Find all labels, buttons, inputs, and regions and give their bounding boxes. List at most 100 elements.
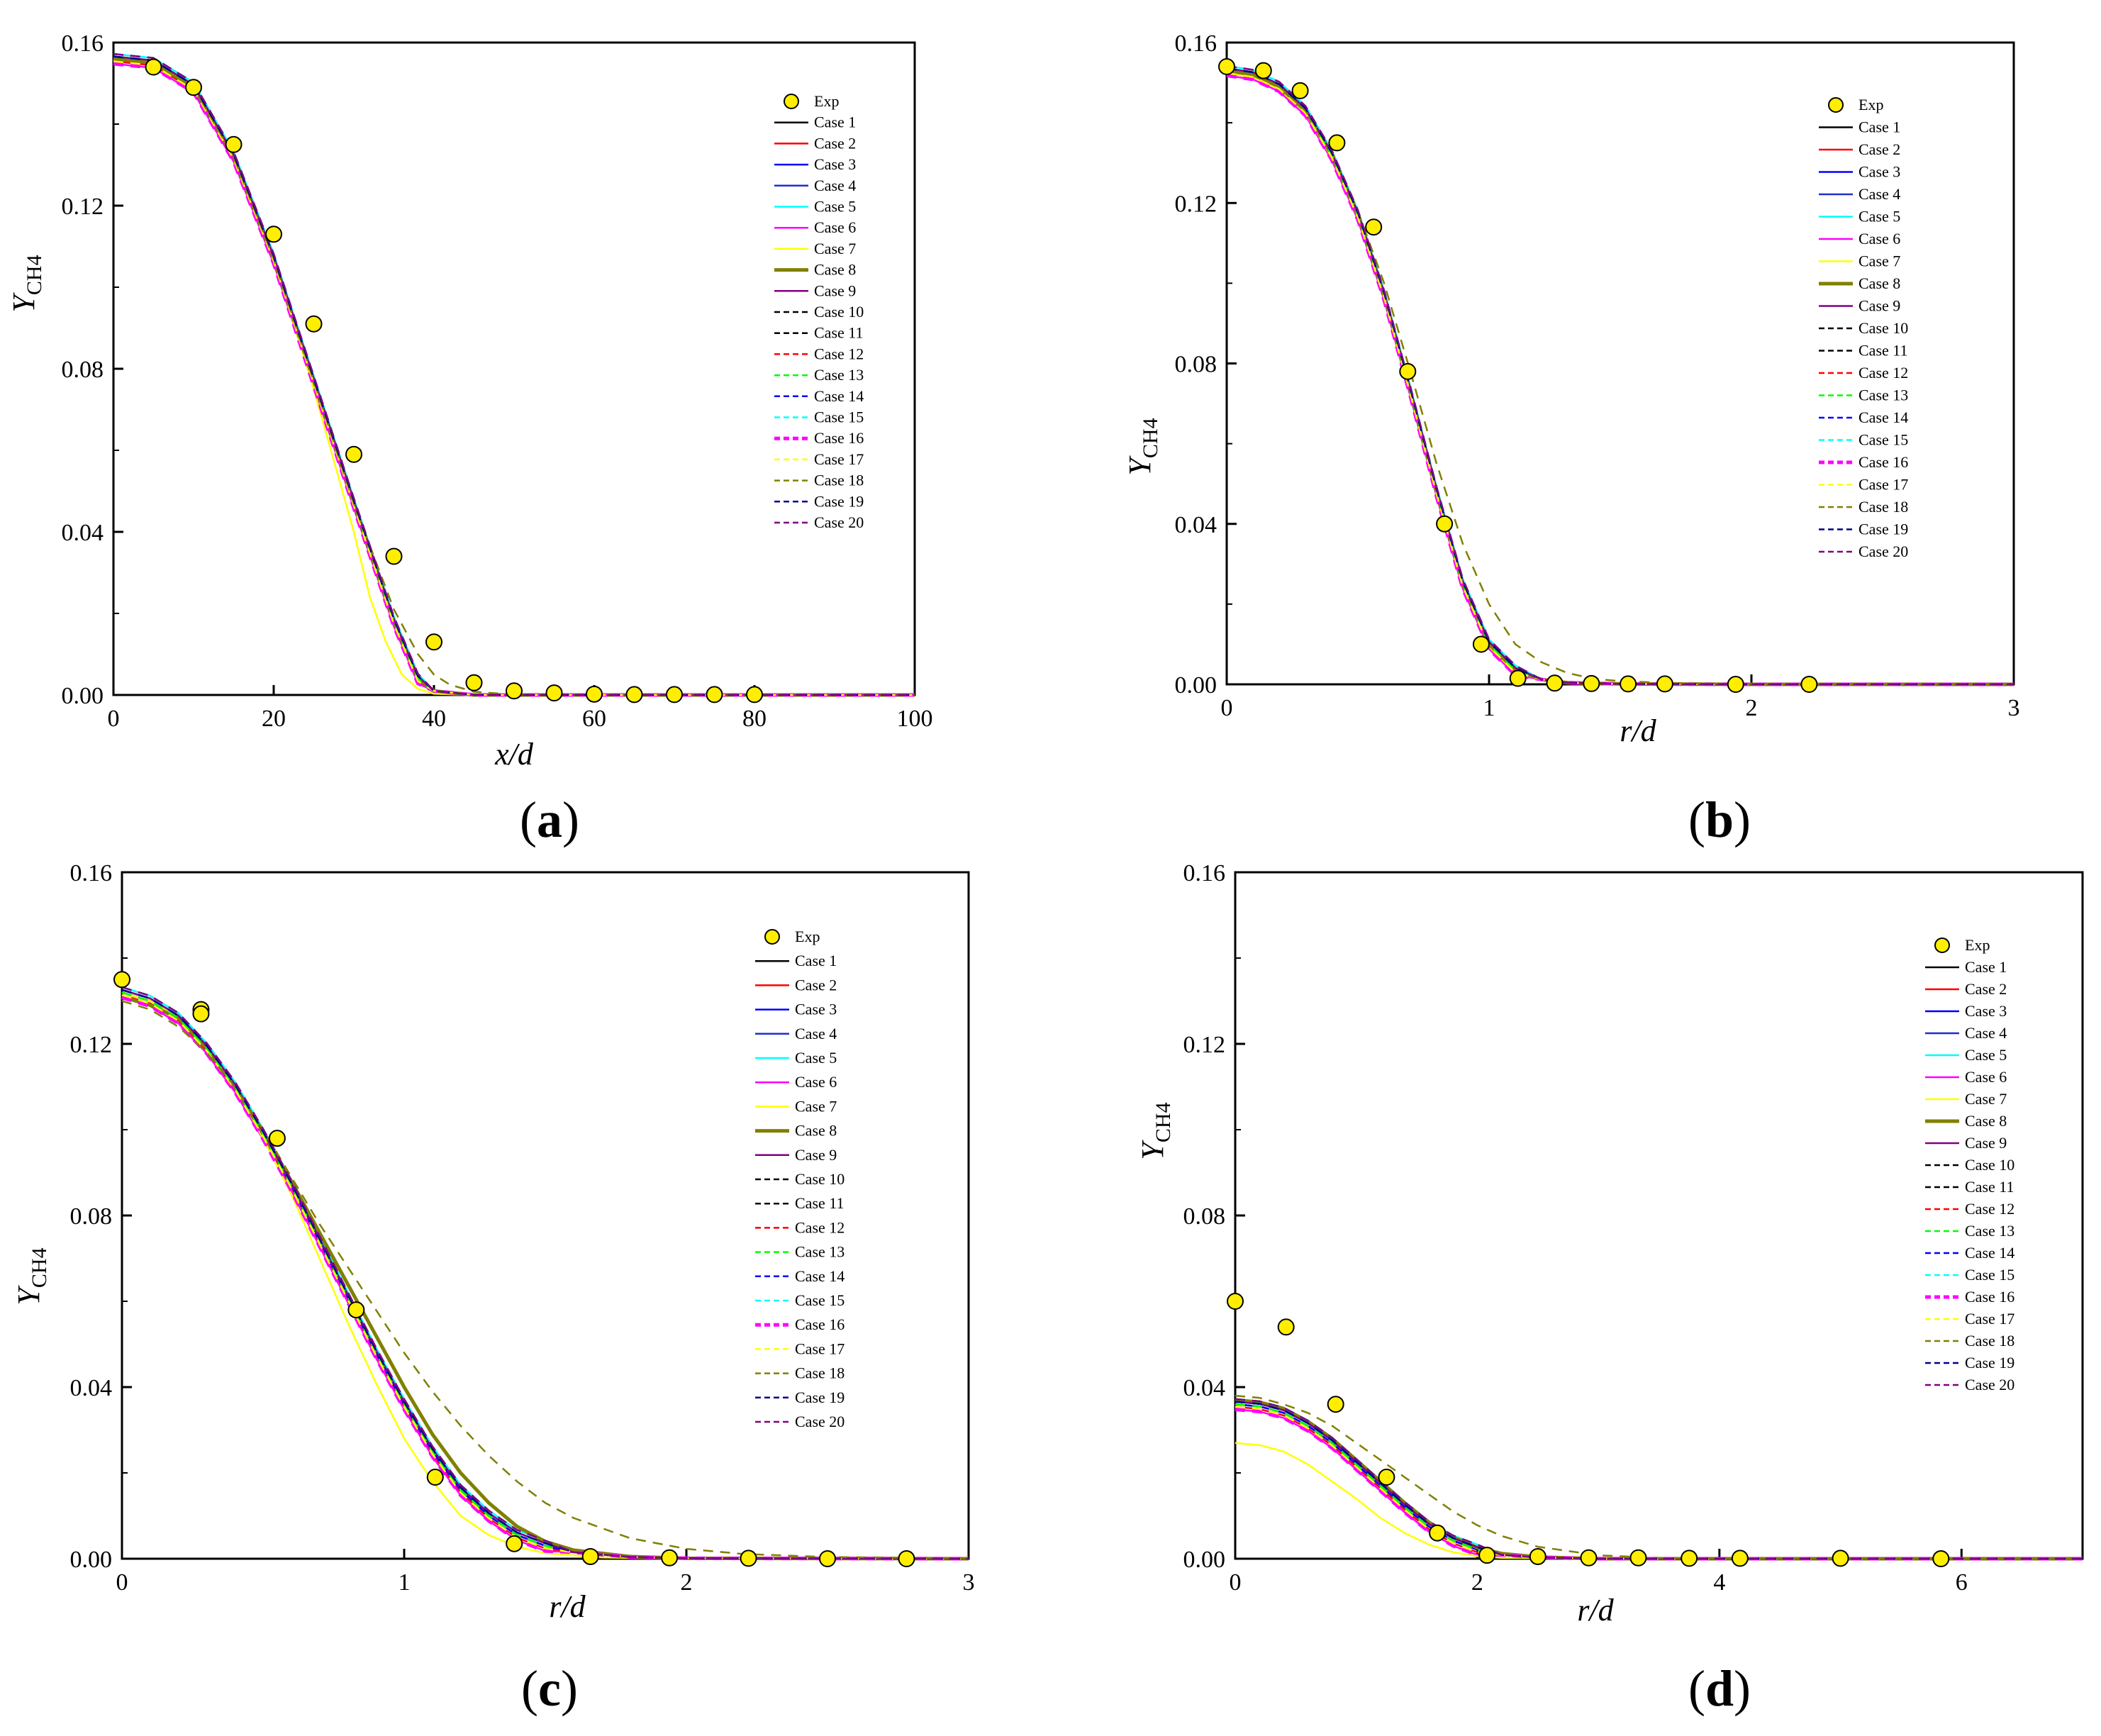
y-tick-label-c: 0.16: [70, 860, 113, 886]
legend-label-a: Case 6: [814, 218, 856, 236]
legend-label-c: Case 1: [795, 952, 837, 969]
legend-label-a: Case 5: [814, 198, 856, 216]
exp-point-a: [586, 685, 603, 703]
legend-label-a: Case 1: [814, 113, 856, 131]
panel-b: 0.00 0.04 0.08 0.12 0.16 0 1 2 3 Exp Case 1 Case 2…: [1122, 30, 2020, 848]
exp-point-d: [1580, 1549, 1598, 1567]
legend-label-a: Case 15: [814, 408, 864, 426]
legend-label-c: Case 17: [795, 1340, 845, 1357]
legend-label-d: Exp: [1965, 936, 1990, 954]
y-tick-label-d: 0.00: [1183, 1547, 1226, 1573]
legend-label-c: Exp: [795, 928, 820, 945]
exp-point-d: [1227, 1293, 1244, 1310]
legend-label-b: Case 11: [1858, 342, 1907, 360]
series-line-d-case-9: [1235, 1401, 2083, 1560]
x-axis-label-d: r/d: [1577, 1593, 1614, 1628]
exp-point-a: [185, 79, 202, 96]
exp-point-a: [545, 684, 563, 702]
legend-label-b: Case 1: [1858, 118, 1900, 136]
series-line-d-case-19: [1235, 1401, 2083, 1560]
exp-point-a: [305, 315, 323, 333]
x-tick-label-d: 4: [1713, 1569, 1725, 1596]
series-line-d-case-18: [1235, 1394, 2083, 1560]
legend-label-a: Case 17: [814, 450, 864, 468]
legend-label-d: Case 6: [1965, 1068, 2007, 1086]
series-line-b-case-18: [1226, 69, 2014, 686]
legend-label-b: Case 5: [1858, 208, 1900, 226]
exp-point-b: [1656, 675, 1673, 693]
exp-point-a: [385, 547, 403, 565]
legend-label-a: Case 2: [814, 134, 856, 152]
x-axis-label-c: r/d: [549, 1589, 586, 1624]
series-line-a-case-19: [113, 55, 915, 696]
x-tick-label-b: 3: [2008, 695, 2020, 721]
series-line-d-case-14: [1235, 1401, 2083, 1560]
legend-label-d: Case 13: [1965, 1222, 2014, 1240]
y-tick-label-c: 0.00: [70, 1547, 113, 1573]
legend-label-b: Case 14: [1858, 408, 1908, 426]
y-tick-label-b: 0.04: [1175, 512, 1217, 538]
legend-label-a: Case 11: [814, 324, 863, 342]
legend-label-b: Case 2: [1858, 140, 1900, 158]
legend-label-d: Case 11: [1965, 1178, 2014, 1196]
panel-label-c: (c): [521, 1660, 578, 1717]
legend-label-a: Case 3: [814, 155, 856, 173]
exp-point-c: [426, 1469, 444, 1486]
legend-label-b: Case 10: [1858, 319, 1908, 337]
legend-label-c: Case 3: [795, 1001, 837, 1018]
panel-label-b: (b): [1688, 791, 1751, 848]
exp-point-b: [1800, 676, 1818, 693]
exp-point-c: [819, 1550, 836, 1567]
x-tick-label-d: 0: [1230, 1569, 1242, 1596]
series-line-d-case-8: [1235, 1398, 2083, 1561]
panel-label-d: (d): [1688, 1660, 1751, 1717]
legend-label-d: Case 12: [1965, 1200, 2014, 1218]
legend-label-b: Case 17: [1858, 476, 1908, 494]
y-tick-label-d: 0.08: [1183, 1203, 1226, 1230]
exp-point-b: [1436, 515, 1454, 533]
y-tick-label-a: 0.00: [62, 683, 104, 709]
legend-label-a: Case 13: [814, 366, 864, 384]
exp-point-d: [1681, 1549, 1698, 1567]
legend-label-b: Exp: [1858, 96, 1883, 113]
legend-label-a: Exp: [814, 92, 839, 110]
panel-c: 0.00 0.04 0.08 0.12 0.16 0 1 2 3 Exp Case 1 Case 2…: [11, 860, 975, 1717]
legend-label-b: Case 20: [1858, 542, 1908, 560]
legend-label-a: Case 7: [814, 240, 856, 257]
legend-label-b: Case 16: [1858, 453, 1908, 471]
exp-point-d: [1378, 1469, 1395, 1486]
legend-label-a: Case 12: [814, 345, 864, 362]
x-tick-label-c: 1: [399, 1569, 411, 1596]
series-line-d-case-13: [1235, 1403, 2083, 1560]
legend-label-b: Case 6: [1858, 230, 1900, 247]
exp-point-b: [1399, 362, 1417, 380]
series-line-d-case-7: [1235, 1442, 2083, 1560]
plot-frame-d: [1234, 871, 2084, 1560]
x-tick-label-b: 1: [1483, 695, 1495, 721]
legend-label-c: Case 8: [795, 1122, 837, 1140]
y-tick-label-b: 0.12: [1175, 191, 1217, 217]
exp-point-d: [1277, 1318, 1295, 1336]
series-line-d-case-2: [1235, 1406, 2083, 1560]
exp-point-a: [265, 226, 282, 243]
exp-point-c: [661, 1549, 679, 1567]
exp-point-d: [1731, 1549, 1749, 1567]
x-tick-label-a: 80: [742, 706, 767, 732]
exp-point-b: [1727, 676, 1744, 693]
x-tick-label-b: 2: [1746, 695, 1758, 721]
y-tick-label-c: 0.04: [70, 1375, 113, 1401]
legend-label-d: Case 20: [1965, 1376, 2014, 1393]
series-line-d-case-10: [1235, 1398, 2083, 1560]
legend-label-c: Case 12: [795, 1218, 845, 1236]
legend-label-a: Case 14: [814, 387, 864, 405]
legend-label-a: Case 20: [814, 513, 864, 531]
panel-label-a: (a): [520, 791, 579, 848]
legend-label-d: Case 19: [1965, 1354, 2014, 1371]
exp-point-a: [425, 633, 442, 651]
panel-a: 0.00 0.04 0.08 0.12 0.16 0 20 40 60 80 100 Exp Case…: [6, 30, 933, 848]
legend-label-b: Case 9: [1858, 297, 1900, 315]
series-line-d-case-4: [1235, 1401, 2083, 1560]
legend-label-c: Case 16: [795, 1315, 845, 1333]
legend-label-d: Case 3: [1965, 1002, 2007, 1020]
